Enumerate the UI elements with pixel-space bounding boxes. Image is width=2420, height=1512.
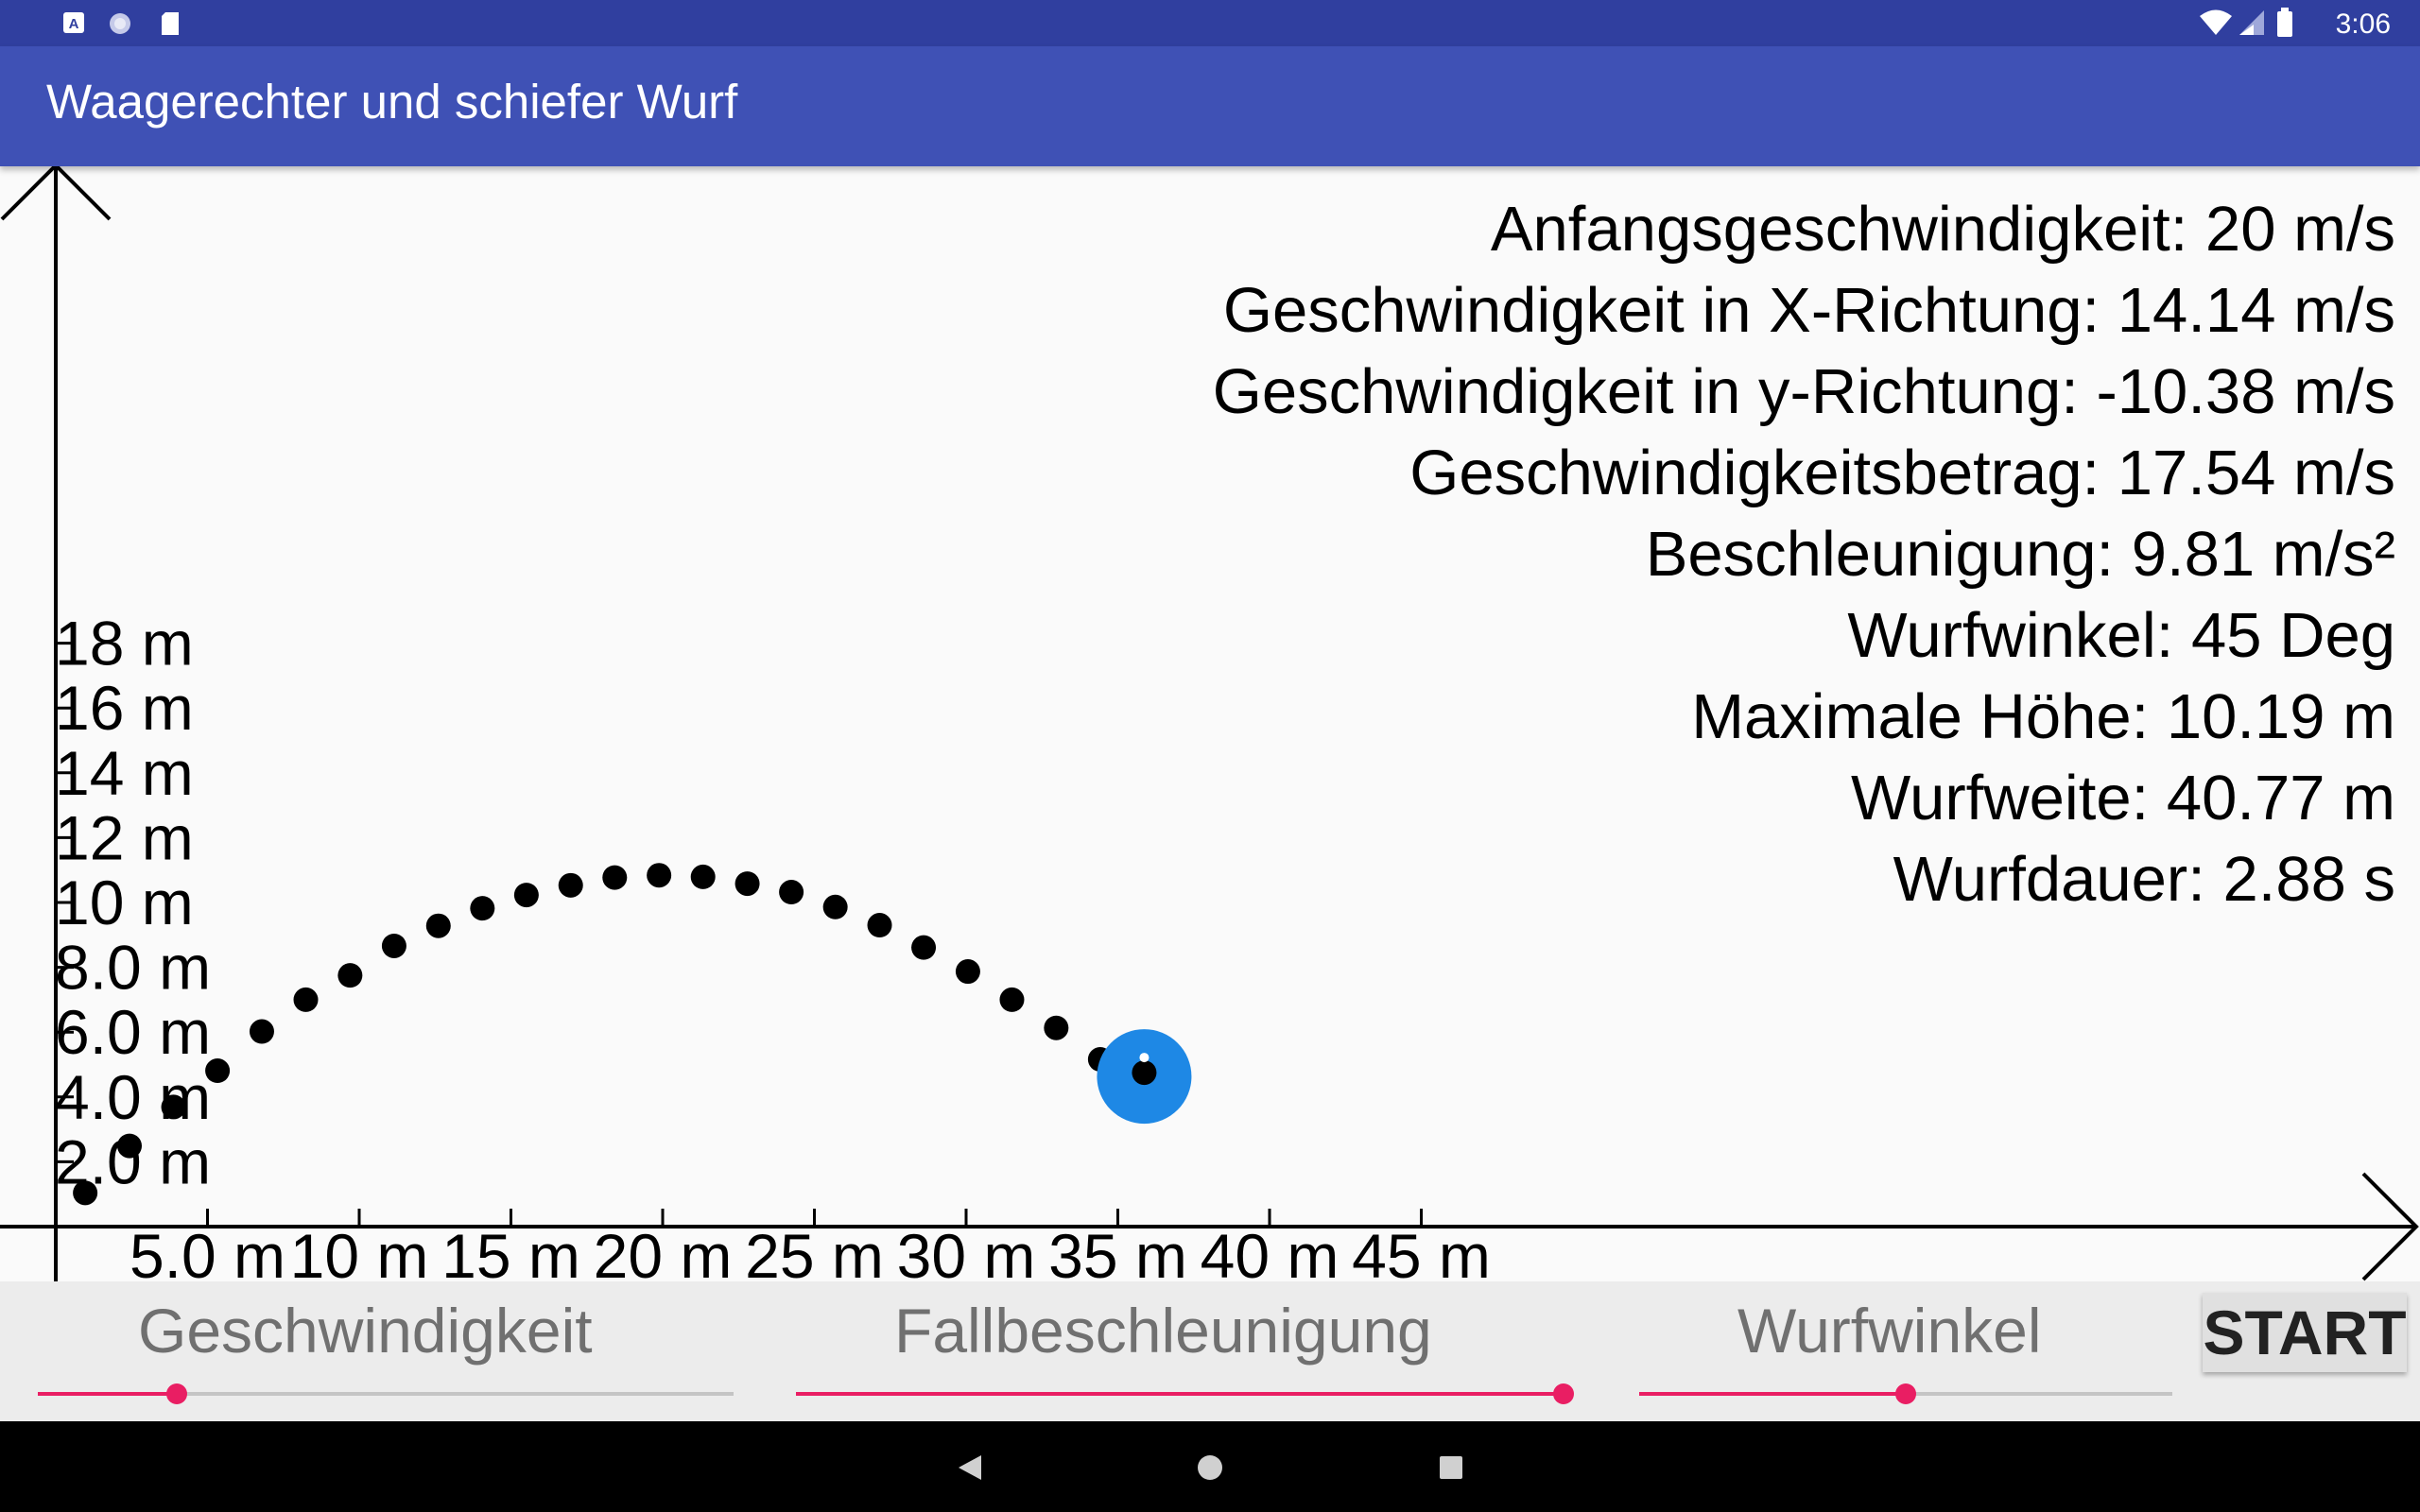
y-tick-label: 4.0 m bbox=[55, 1062, 211, 1132]
gravity-label: Fallbeschleunigung bbox=[894, 1296, 1432, 1366]
trajectory-point bbox=[249, 1019, 274, 1044]
trajectory-point bbox=[558, 872, 583, 898]
info-speed-y: Geschwindigkeit in y-Richtung: -10.38 m/… bbox=[1212, 356, 2395, 427]
trajectory-point bbox=[602, 865, 628, 890]
recents-icon[interactable] bbox=[1439, 1455, 1463, 1480]
x-tick-label: 15 m bbox=[441, 1221, 580, 1281]
angle-slider[interactable] bbox=[1639, 1383, 2172, 1404]
info-initial-speed: Anfangsgeschwindigkeit: 20 m/s bbox=[1490, 194, 2395, 265]
info-range: Wurfweite: 40.77 m bbox=[1851, 763, 2395, 833]
y-tick-label: 6.0 m bbox=[55, 997, 211, 1067]
current-position-point bbox=[1132, 1060, 1157, 1086]
trajectory-point bbox=[735, 871, 760, 897]
back-icon[interactable] bbox=[955, 1453, 983, 1482]
info-max-height: Maximale Höhe: 10.19 m bbox=[1691, 681, 2395, 752]
trajectory-point bbox=[73, 1180, 98, 1206]
y-tick-label: 16 m bbox=[55, 673, 194, 743]
clock: 3:06 bbox=[2335, 9, 2391, 40]
battery-icon bbox=[2277, 8, 2292, 37]
trajectory-point bbox=[867, 913, 892, 938]
y-tick-label: 14 m bbox=[55, 738, 194, 808]
controls-panel: Geschwindigkeit Fallbeschleunigung Wurfw… bbox=[0, 1281, 2420, 1421]
speed-slider[interactable] bbox=[38, 1383, 734, 1404]
trajectory-point bbox=[337, 963, 363, 988]
trajectory-point bbox=[293, 987, 319, 1012]
app-title: Waagerechter und schiefer Wurf bbox=[46, 75, 738, 129]
y-tick-label: 18 m bbox=[55, 609, 194, 679]
speed-label: Geschwindigkeit bbox=[138, 1296, 593, 1366]
info-panel: Anfangsgeschwindigkeit: 20 m/s Geschwind… bbox=[1213, 189, 2395, 920]
wifi-icon bbox=[2200, 9, 2232, 35]
trajectory-point bbox=[205, 1058, 231, 1084]
y-axis-arrowhead bbox=[0, 166, 112, 221]
x-axis-arrowhead bbox=[2361, 1172, 2419, 1281]
trajectory-point bbox=[381, 933, 406, 958]
y-tick-label: 8.0 m bbox=[55, 933, 211, 1003]
x-tick-label: 5.0 m bbox=[130, 1221, 285, 1281]
trajectory-point bbox=[647, 863, 672, 888]
trajectory-point bbox=[999, 987, 1025, 1012]
circle-notification-icon bbox=[110, 13, 130, 34]
trajectory-point bbox=[161, 1094, 186, 1120]
trajectory-point bbox=[955, 959, 980, 985]
trajectory-point bbox=[690, 864, 716, 889]
trajectory-plot: 5.0 m 10 m 15 m 20 m 25 m 30 m 35 m 40 m 45 m 2.… bbox=[0, 166, 2419, 1281]
angle-label: Wurfwinkel bbox=[1737, 1296, 2042, 1366]
info-acceleration: Beschleunigung: 9.81 m/s² bbox=[1645, 519, 2395, 590]
trajectory-point bbox=[911, 935, 937, 960]
status-bar: A 3:06 bbox=[0, 0, 2420, 46]
y-tick-label: 12 m bbox=[55, 802, 194, 872]
x-tick-label: 40 m bbox=[1201, 1221, 1340, 1281]
info-speed-x: Geschwindigkeit in X-Richtung: 14.14 m/s bbox=[1222, 275, 2395, 346]
trajectory-point bbox=[822, 894, 848, 919]
x-tick-label: 25 m bbox=[745, 1221, 884, 1281]
sd-card-icon bbox=[162, 12, 179, 35]
speed-slider-thumb[interactable] bbox=[166, 1383, 188, 1404]
trajectory-point bbox=[1044, 1015, 1069, 1040]
info-speed-magnitude: Geschwindigkeitsbetrag: 17.54 m/s bbox=[1409, 438, 2395, 508]
trajectory-point bbox=[117, 1133, 143, 1159]
cell-signal-icon bbox=[2239, 10, 2264, 35]
y-tick-label: 10 m bbox=[55, 868, 194, 937]
angle-slider-thumb[interactable] bbox=[1895, 1383, 1916, 1404]
trajectory-point bbox=[513, 883, 539, 908]
a-notification-icon: A bbox=[63, 12, 84, 33]
x-tick-label: 30 m bbox=[897, 1221, 1036, 1281]
x-tick-label: 35 m bbox=[1048, 1221, 1187, 1281]
x-tick-label: 20 m bbox=[594, 1221, 733, 1281]
start-button[interactable]: START bbox=[2203, 1293, 2407, 1372]
gravity-slider[interactable] bbox=[796, 1383, 1574, 1404]
app-bar: Waagerechter und schiefer Wurf bbox=[0, 46, 2420, 166]
svg-text:A: A bbox=[69, 16, 79, 32]
trajectory-point bbox=[779, 880, 804, 905]
home-icon[interactable] bbox=[1196, 1453, 1224, 1482]
marker-highlight bbox=[1139, 1053, 1150, 1063]
trajectory-point bbox=[425, 913, 451, 938]
trajectory-point bbox=[470, 896, 495, 921]
info-angle: Wurfwinkel: 45 Deg bbox=[1847, 600, 2395, 671]
navigation-bar bbox=[0, 1421, 2420, 1512]
info-duration: Wurfdauer: 2.88 s bbox=[1893, 844, 2395, 915]
x-tick-label: 10 m bbox=[290, 1221, 429, 1281]
gravity-slider-thumb[interactable] bbox=[1553, 1383, 1574, 1404]
x-tick-label: 45 m bbox=[1352, 1221, 1491, 1281]
